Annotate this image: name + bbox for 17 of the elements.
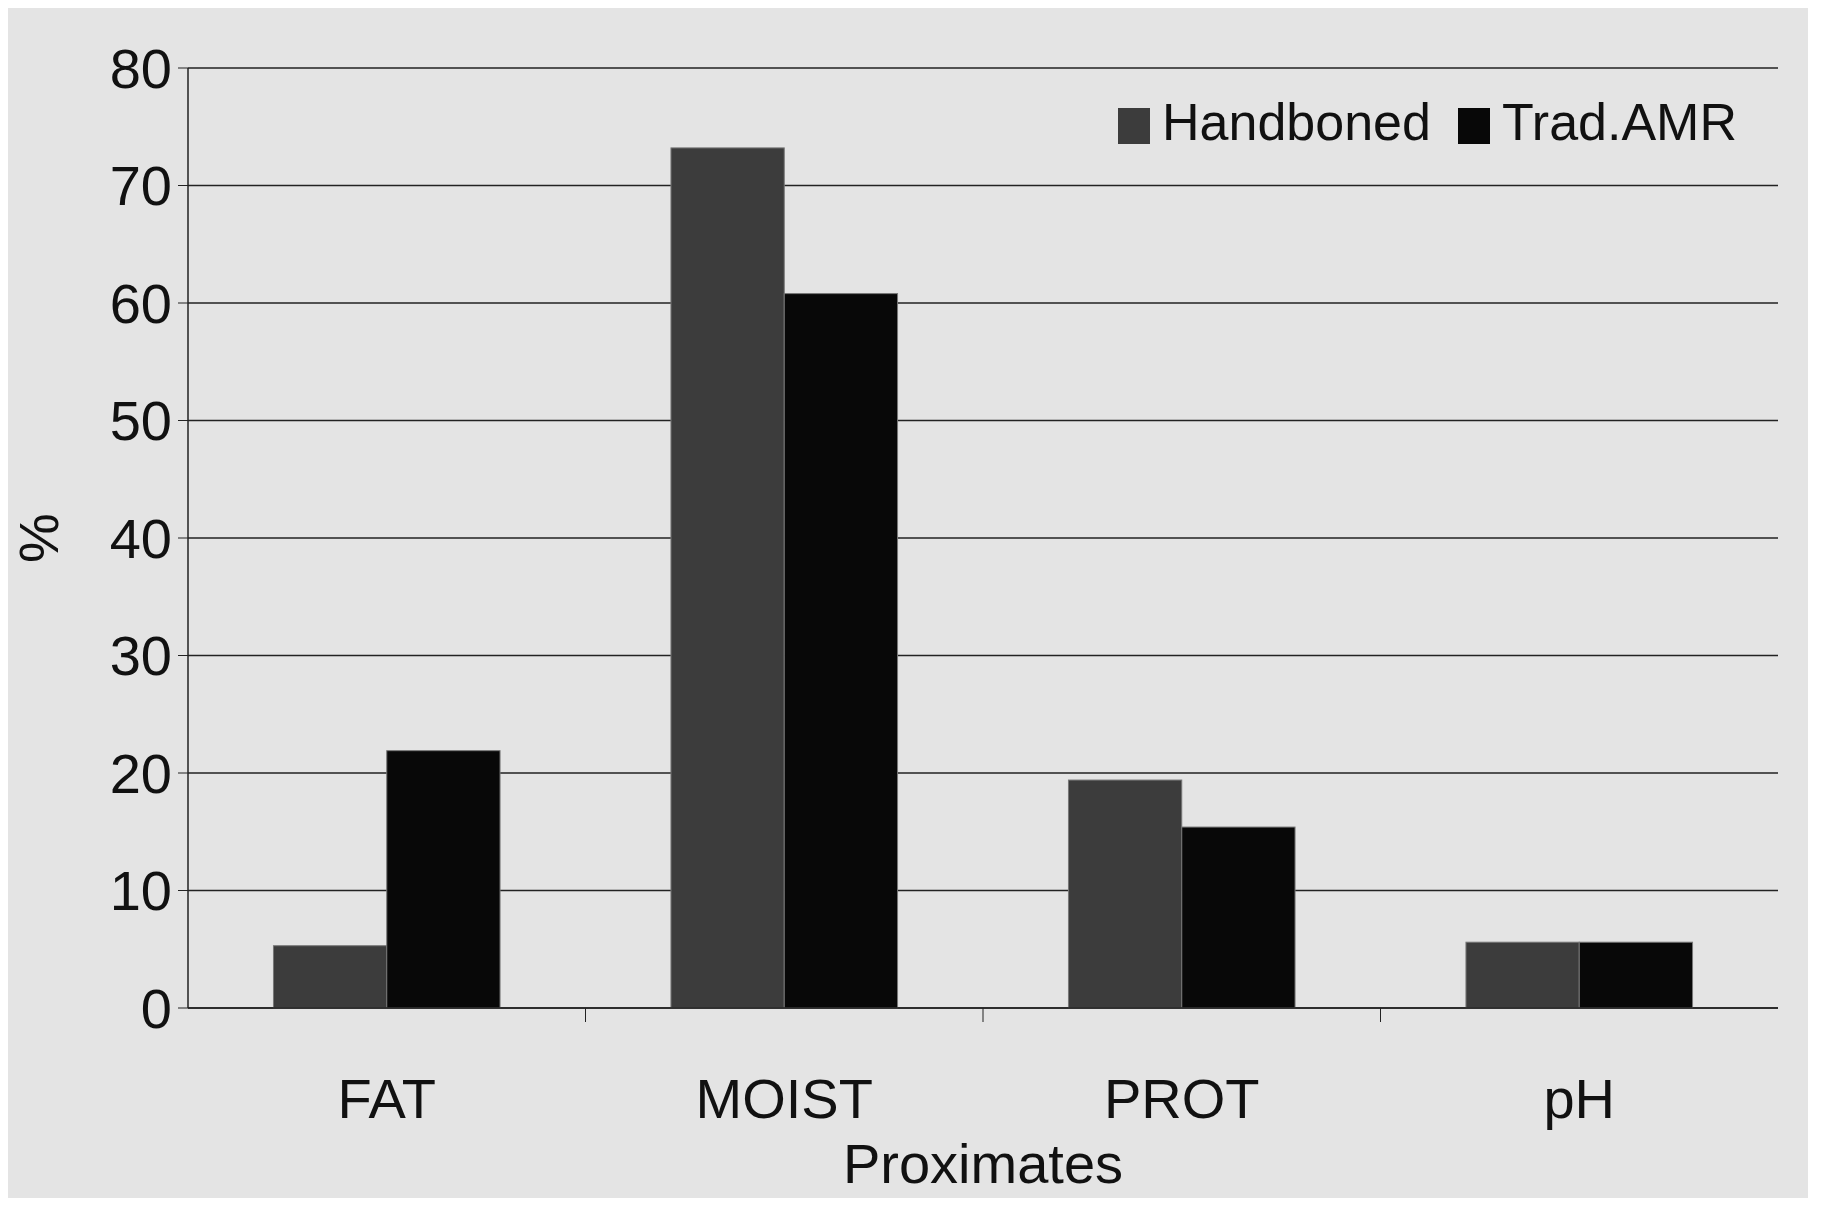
x-tick-label: pH bbox=[1543, 1067, 1616, 1130]
y-axis-title: % bbox=[7, 513, 70, 563]
y-tick-label: 70 bbox=[109, 154, 172, 218]
x-tick-label: PROT bbox=[1103, 1067, 1260, 1130]
y-tick-label: 20 bbox=[109, 741, 172, 805]
legend-label: Trad.AMR bbox=[1502, 93, 1737, 151]
y-tick-label: 80 bbox=[109, 36, 172, 100]
y-tick-label: 40 bbox=[109, 506, 172, 570]
y-tick-label: 0 bbox=[140, 976, 172, 1040]
y-tick-label: 30 bbox=[109, 624, 172, 688]
y-tick-label: 10 bbox=[109, 859, 172, 923]
x-tick-label: MOIST bbox=[695, 1067, 873, 1130]
legend-label: Handboned bbox=[1162, 93, 1431, 151]
x-tick-label: FAT bbox=[337, 1067, 437, 1130]
y-tick-label: 60 bbox=[109, 271, 172, 335]
y-tick-label: 50 bbox=[109, 389, 172, 453]
x-axis-title: Proximates bbox=[842, 1132, 1124, 1195]
